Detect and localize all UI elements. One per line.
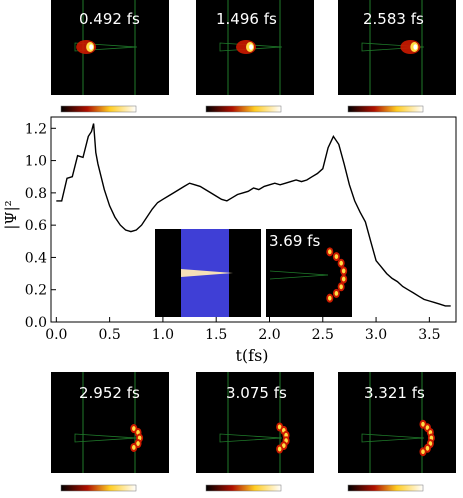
tip-outline bbox=[269, 270, 329, 276]
snapshot-bottom-3: 3.321 fs bbox=[338, 372, 456, 473]
field-peak bbox=[89, 44, 94, 50]
series-line bbox=[56, 123, 451, 307]
tip-outline bbox=[361, 42, 425, 52]
snapshot-field-bottom-3 bbox=[361, 372, 435, 473]
snapshot-field-top-3 bbox=[361, 0, 425, 95]
ring-lobe-core bbox=[132, 426, 136, 431]
snapshot-top-3: 2.583 fs bbox=[338, 0, 456, 95]
ring-lobe-core bbox=[421, 421, 425, 427]
snapshot-label-top-1: 0.492 fs bbox=[79, 10, 140, 28]
field-peak bbox=[413, 44, 418, 50]
main-chart: 0.0 0.5 1.0 1.5 2.0 2.5 3.0 3.5 0.0 0.2 0.4 0.6 0.8 1… bbox=[2, 116, 457, 365]
inset-geometry-drawing bbox=[181, 229, 233, 317]
ring-lobe-core bbox=[334, 290, 339, 296]
inset-geometry bbox=[155, 229, 261, 317]
ring-lobe-core bbox=[421, 449, 425, 455]
y-tick-label: 0.6 bbox=[25, 218, 47, 234]
tip-outline bbox=[361, 433, 425, 443]
y-tick-label: 0.2 bbox=[25, 283, 47, 299]
y-tick-label: 0.8 bbox=[25, 186, 47, 202]
colorbar-gradient bbox=[205, 105, 282, 113]
y-axis-label: |Ψ|² bbox=[2, 200, 20, 229]
snapshot-field-bottom-1 bbox=[74, 372, 144, 473]
colorbar-bottom-2 bbox=[205, 484, 282, 492]
ring-lobe-core bbox=[277, 424, 282, 430]
x-tick-label: 0.5 bbox=[98, 327, 120, 343]
ring-lobe-core bbox=[339, 260, 343, 266]
ring-lobe-core bbox=[281, 443, 286, 449]
snapshot-top-2: 1.496 fs bbox=[196, 0, 314, 95]
snapshot-field-bottom-2 bbox=[219, 372, 290, 473]
snapshot-bottom-2: 3.075 fs bbox=[196, 372, 314, 473]
tip-outline bbox=[219, 433, 283, 443]
snapshot-label-bottom-1: 2.952 fs bbox=[79, 384, 140, 402]
ring-lobe-core bbox=[334, 254, 339, 260]
plot-frame bbox=[50, 116, 457, 323]
ring-lobe-core bbox=[341, 276, 346, 282]
field-peak bbox=[249, 44, 254, 50]
colorbar-gradient bbox=[347, 105, 424, 113]
colorbar-gradient bbox=[60, 105, 137, 113]
y-tick-label: 0.4 bbox=[25, 250, 47, 266]
snapshot-label-top-2: 1.496 fs bbox=[216, 10, 277, 28]
colorbar-top-3 bbox=[347, 105, 424, 113]
ring-lobe-core bbox=[425, 445, 430, 451]
x-tick-label: 3.5 bbox=[418, 327, 440, 343]
x-axis-label: t(fs) bbox=[235, 346, 268, 365]
x-tick-label: 2.5 bbox=[312, 327, 334, 343]
colorbar-gradient bbox=[60, 484, 137, 492]
colorbar-gradient bbox=[205, 484, 282, 492]
snapshot-bottom-1: 2.952 fs bbox=[51, 372, 169, 473]
colorbar-bottom-3 bbox=[347, 484, 424, 492]
x-tick-label: 1.5 bbox=[205, 327, 227, 343]
y-tick-label: 1.0 bbox=[25, 154, 47, 170]
x-tick-label: 1.0 bbox=[152, 327, 174, 343]
snapshot-label-bottom-3: 3.321 fs bbox=[364, 384, 425, 402]
inset-snapshot-label: 3.69 fs bbox=[269, 232, 321, 250]
ring-lobe-core bbox=[327, 295, 332, 301]
tip-outline bbox=[74, 433, 138, 443]
colorbar-bottom-1 bbox=[60, 484, 137, 492]
ring-lobe-core bbox=[327, 249, 332, 255]
inset-snapshot-field bbox=[269, 247, 348, 303]
snapshot-label-bottom-2: 3.075 fs bbox=[226, 384, 287, 402]
snapshot-top-1: 0.492 fs bbox=[51, 0, 169, 95]
tip-outline bbox=[74, 42, 138, 52]
ring-lobe-core bbox=[132, 445, 136, 450]
inset-snapshot: 3.69 fs bbox=[266, 229, 352, 317]
ring-lobe-core bbox=[341, 268, 346, 274]
tip-shape bbox=[181, 269, 233, 277]
x-tick-label: 3.0 bbox=[365, 327, 387, 343]
ring-lobe-core bbox=[339, 284, 343, 290]
x-tick-label: 0.0 bbox=[45, 327, 67, 343]
y-tick-label: 1.2 bbox=[25, 121, 47, 137]
snapshot-field-top-1 bbox=[74, 0, 138, 95]
ring-lobe-core bbox=[136, 441, 140, 446]
colorbar-gradient bbox=[347, 484, 424, 492]
y-tick-label: 0.0 bbox=[25, 315, 47, 331]
colorbar-top-2 bbox=[205, 105, 282, 113]
ring-lobe-core bbox=[277, 446, 282, 452]
colorbar-top-1 bbox=[60, 105, 137, 113]
snapshot-label-top-3: 2.583 fs bbox=[363, 10, 424, 28]
tip-outline bbox=[269, 274, 329, 280]
x-tick-label: 2.0 bbox=[258, 327, 280, 343]
snapshot-field-top-2 bbox=[219, 0, 283, 95]
